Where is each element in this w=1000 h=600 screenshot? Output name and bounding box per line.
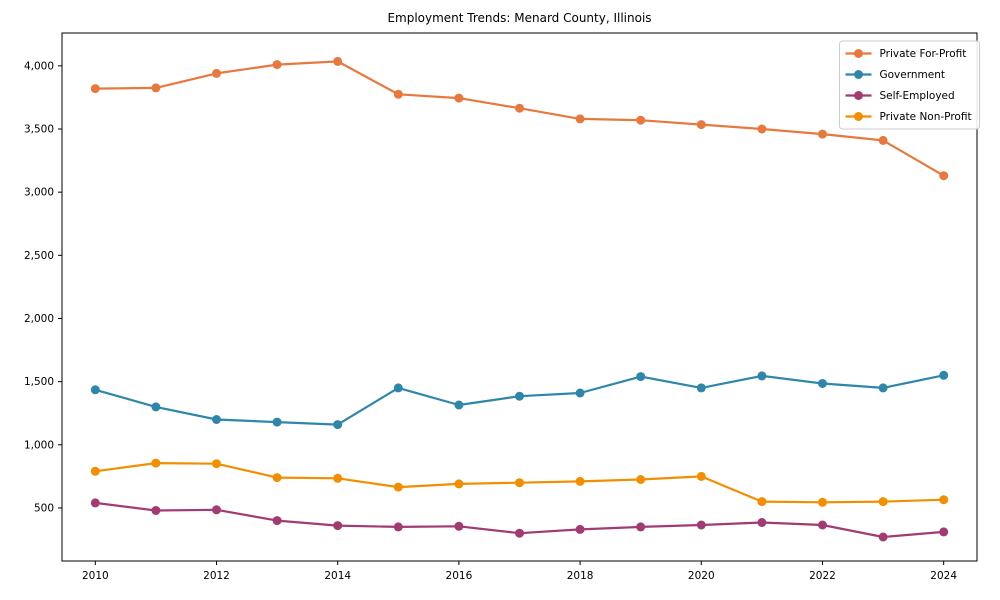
data-point-government — [878, 383, 888, 393]
legend-box — [839, 40, 980, 130]
x-tick-label: 2016 — [446, 570, 473, 582]
data-point-private-for-profit — [90, 84, 100, 94]
x-tick-label: 2018 — [567, 570, 594, 582]
data-point-private-non-profit — [333, 473, 343, 483]
data-point-government — [333, 420, 343, 430]
data-point-private-for-profit — [878, 135, 888, 145]
y-tick-label: 1,000 — [24, 439, 54, 451]
data-point-self-employed — [393, 522, 403, 532]
legend-entry-private-for-profit: Private For-Profit — [845, 48, 967, 60]
data-point-self-employed — [454, 521, 464, 531]
data-point-private-for-profit — [696, 120, 706, 130]
data-point-private-non-profit — [939, 495, 949, 505]
data-point-government — [575, 388, 585, 398]
legend-marker — [854, 49, 863, 58]
data-point-private-non-profit — [151, 458, 161, 468]
legend-entry-private-non-profit: Private Non-Profit — [845, 111, 972, 123]
x-tick-label: 2024 — [930, 570, 957, 582]
legend-entry-self-employed: Self-Employed — [845, 90, 955, 102]
x-tick-label: 2020 — [688, 570, 715, 582]
data-point-government — [454, 400, 464, 410]
data-point-private-non-profit — [757, 497, 767, 507]
data-point-self-employed — [151, 506, 161, 515]
data-point-self-employed — [636, 522, 646, 532]
data-point-government — [212, 415, 221, 424]
data-point-private-non-profit — [212, 459, 221, 469]
data-point-private-for-profit — [515, 103, 524, 113]
legend-marker — [854, 112, 863, 121]
legend-label: Government — [880, 69, 945, 81]
data-point-private-non-profit — [272, 473, 282, 483]
y-tick-label: 3,000 — [24, 187, 54, 199]
series-line-private-for-profit — [94, 60, 945, 177]
data-point-private-non-profit — [393, 482, 403, 492]
data-point-government — [515, 391, 524, 401]
data-point-private-non-profit — [454, 479, 464, 489]
data-point-private-for-profit — [757, 124, 767, 134]
data-point-private-for-profit — [393, 89, 403, 99]
legend-marker — [854, 70, 863, 79]
data-point-private-non-profit — [878, 497, 888, 507]
data-point-self-employed — [575, 524, 585, 534]
x-tick-label: 2014 — [324, 570, 351, 582]
data-point-government — [757, 371, 767, 381]
data-point-private-non-profit — [90, 466, 100, 476]
legend-label: Self-Employed — [880, 90, 955, 102]
data-point-private-for-profit — [333, 56, 343, 66]
data-point-self-employed — [818, 520, 827, 530]
data-point-private-non-profit — [515, 478, 524, 488]
data-point-self-employed — [90, 498, 100, 508]
x-tick-label: 2012 — [203, 570, 230, 582]
y-tick-label: 1,500 — [24, 376, 54, 388]
data-point-private-non-profit — [818, 497, 827, 507]
data-point-private-non-profit — [575, 476, 585, 486]
data-point-self-employed — [696, 520, 706, 530]
data-point-private-for-profit — [454, 93, 464, 103]
x-tick-label: 2022 — [809, 570, 836, 582]
data-point-self-employed — [939, 527, 949, 537]
data-point-private-for-profit — [272, 60, 282, 70]
data-point-private-non-profit — [636, 475, 646, 484]
data-point-government — [393, 383, 403, 393]
data-point-self-employed — [212, 505, 221, 515]
x-tick-label: 2010 — [82, 570, 109, 582]
y-tick-label: 500 — [34, 502, 54, 514]
data-point-government — [272, 417, 282, 427]
data-point-government — [151, 402, 161, 412]
data-point-private-for-profit — [212, 68, 221, 78]
data-point-self-employed — [878, 532, 888, 542]
data-point-self-employed — [757, 518, 767, 527]
data-point-private-for-profit — [818, 129, 827, 139]
data-point-government — [90, 385, 100, 395]
y-tick-label: 4,000 — [24, 60, 54, 72]
y-tick-label: 2,000 — [24, 313, 54, 325]
chart-title: Employment Trends: Menard County, Illino… — [387, 11, 652, 25]
legend-marker — [854, 91, 863, 100]
data-point-private-non-profit — [696, 471, 706, 481]
data-point-self-employed — [515, 528, 524, 538]
data-point-private-for-profit — [575, 114, 585, 124]
data-point-self-employed — [272, 516, 282, 526]
y-tick-label: 2,500 — [24, 250, 54, 262]
data-point-private-for-profit — [636, 115, 646, 125]
data-point-government — [636, 372, 646, 382]
plot-border — [61, 32, 978, 562]
data-point-government — [818, 379, 827, 388]
legend-label: Private For-Profit — [880, 48, 967, 60]
data-point-government — [696, 383, 706, 393]
y-tick-label: 3,500 — [24, 124, 54, 136]
data-point-private-for-profit — [151, 83, 161, 93]
legend-entry-government: Government — [845, 69, 945, 81]
data-point-self-employed — [333, 521, 343, 531]
legend-label: Private Non-Profit — [880, 111, 972, 123]
data-point-government — [939, 370, 949, 380]
data-point-private-for-profit — [939, 171, 949, 181]
